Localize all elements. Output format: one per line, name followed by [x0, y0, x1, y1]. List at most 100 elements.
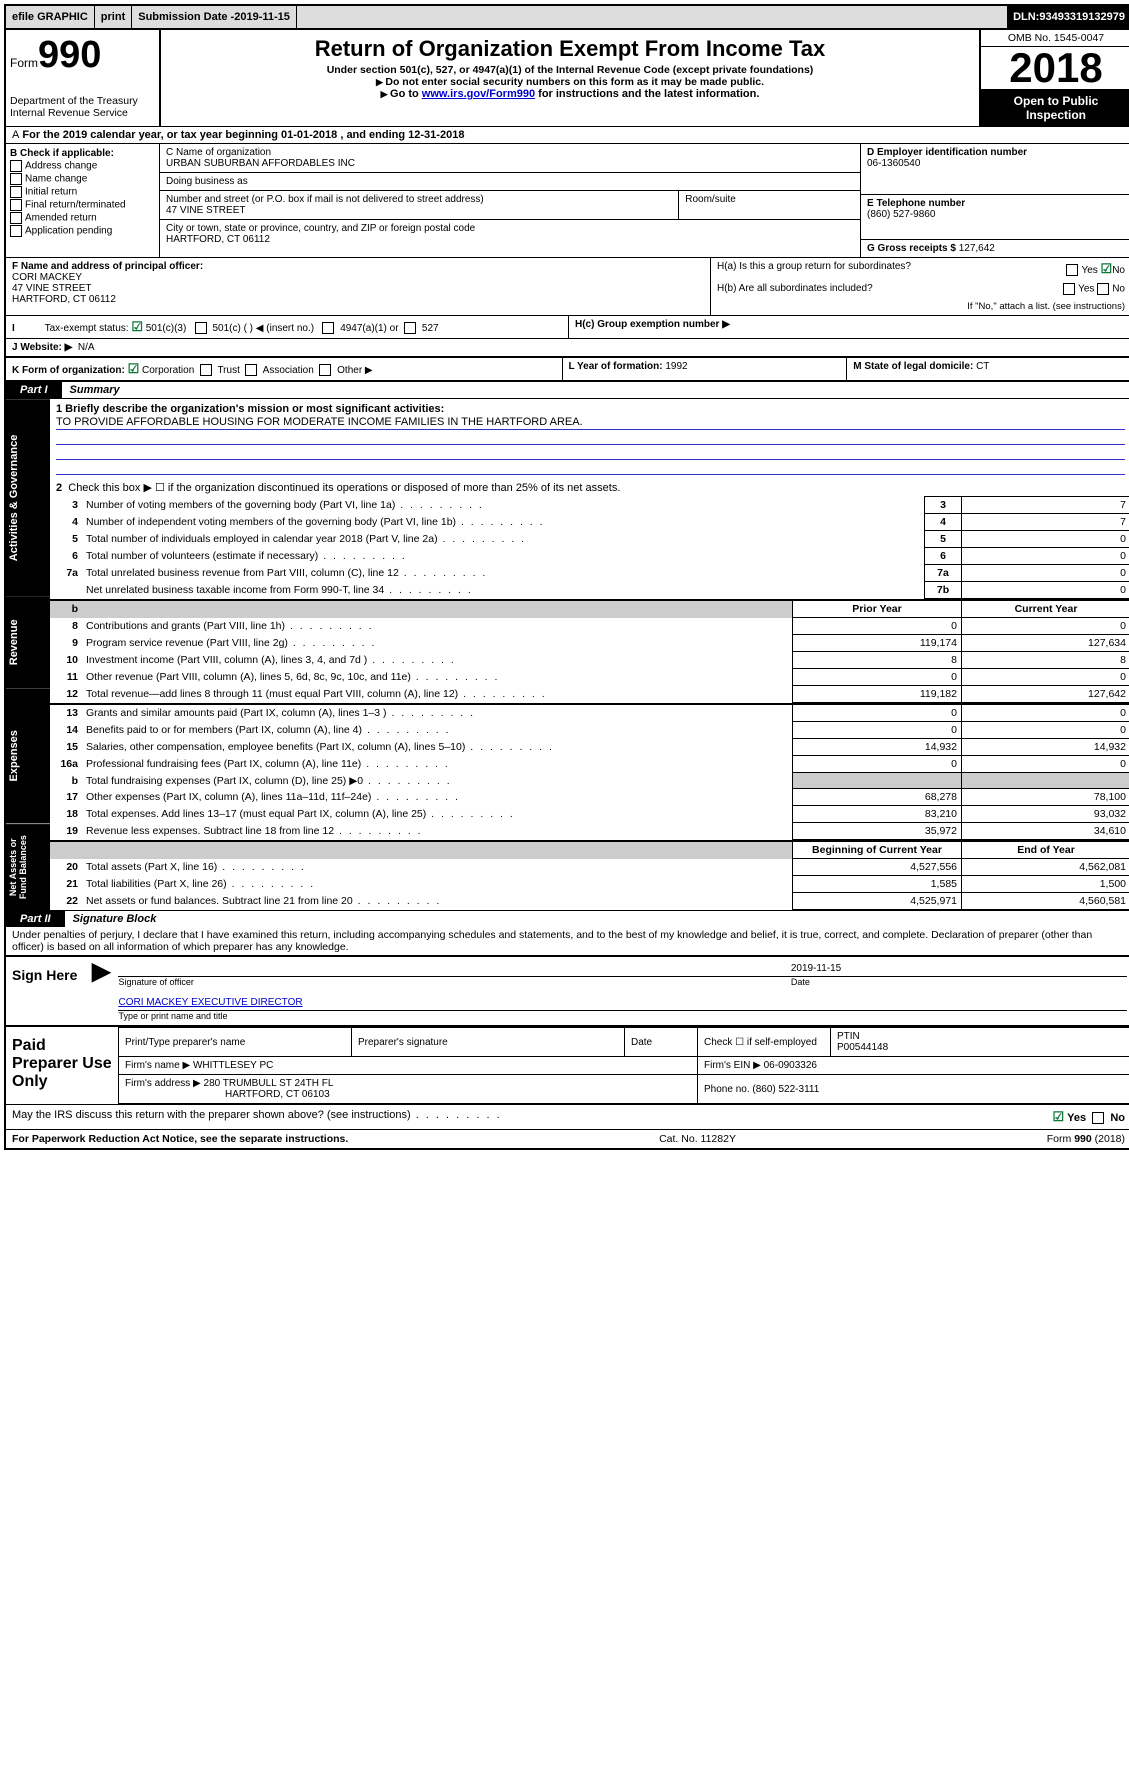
- i-row: I Tax-exempt status: ☑ 501(c)(3) 501(c) …: [6, 315, 1129, 338]
- line2: 2 Check this box ▶ ☐ if the organization…: [50, 479, 1129, 496]
- open-public: Open to Public Inspection: [981, 90, 1129, 126]
- mission-blank1: [56, 430, 1125, 445]
- sig-line2: CORI MACKEY EXECUTIVE DIRECTOR: [118, 995, 1127, 1011]
- room-label: Room/suite: [685, 194, 854, 205]
- table-row: 4Number of independent voting members of…: [50, 514, 1129, 531]
- officer-cell: F Name and address of principal officer:…: [6, 258, 711, 315]
- chk-pending[interactable]: Application pending: [10, 225, 155, 237]
- sig-caps1: Signature of officer Date: [118, 977, 1127, 987]
- sign-here-label: Sign Here: [6, 957, 88, 1025]
- officer-name: CORI MACKEY: [12, 272, 704, 283]
- header-right-box: OMB No. 1545-0047 2018 Open to Public In…: [981, 30, 1129, 126]
- preparer-table-wrap: Print/Type preparer's name Preparer's si…: [118, 1027, 1129, 1104]
- foot-right: Form 990 (2018): [1047, 1133, 1125, 1145]
- org-name-cell: C Name of organization URBAN SUBURBAN AF…: [160, 144, 860, 173]
- klm-row: K Form of organization: ☑ Corporation Tr…: [6, 357, 1129, 382]
- ein-label: D Employer identification number: [867, 147, 1125, 158]
- k-corp: Corporation: [142, 365, 194, 376]
- line2-text: Check this box ▶ ☐ if the organization d…: [68, 482, 620, 494]
- ha-label: H(a) Is this a group return for subordin…: [717, 261, 911, 277]
- firm-phone-cell: Phone no. (860) 522-3111: [698, 1075, 1129, 1104]
- website-label: J Website: ▶: [12, 342, 72, 353]
- prep-h3: Date: [625, 1028, 698, 1057]
- city-value: HARTFORD, CT 06112: [166, 234, 854, 245]
- chk-address[interactable]: Address change: [10, 160, 155, 172]
- k-trust: Trust: [217, 365, 239, 376]
- header-sub3: Go to www.irs.gov/Form990 for instructio…: [169, 88, 971, 100]
- firm-name: WHITTLESEY PC: [193, 1060, 273, 1071]
- ptin-value: P00544148: [837, 1042, 1124, 1053]
- checkboxes-b: B Check if applicable: Address change Na…: [6, 144, 160, 257]
- sign-arrow-icon: ▶: [88, 957, 114, 1025]
- sig-date-cap: Date: [791, 977, 1127, 987]
- mission-label: 1 Briefly describe the organization's mi…: [56, 403, 1125, 415]
- prep-row2: Firm's name ▶ WHITTLESEY PC Firm's EIN ▶…: [119, 1057, 1129, 1075]
- sig-line1: 2019-11-15: [118, 961, 1127, 977]
- submission-date-cell: Submission Date - 2019-11-15: [132, 6, 297, 28]
- hb-label: H(b) Are all subordinates included?: [717, 283, 873, 295]
- table-row: 19Revenue less expenses. Subtract line 1…: [50, 823, 1129, 840]
- phone-cell: E Telephone number (860) 527-9860: [861, 195, 1129, 240]
- form990-link[interactable]: www.irs.gov/Form990: [422, 88, 535, 100]
- part1-header: Part I Summary: [6, 382, 1129, 398]
- mission-blank2: [56, 445, 1125, 460]
- room-cell: Room/suite: [679, 191, 860, 220]
- table-row: 13Grants and similar amounts paid (Part …: [50, 704, 1129, 722]
- prep-h2: Preparer's signature: [352, 1028, 625, 1057]
- signer-name[interactable]: CORI MACKEY EXECUTIVE DIRECTOR: [118, 997, 302, 1008]
- l-value: 1992: [665, 361, 687, 372]
- form-number: 990: [38, 34, 101, 76]
- begin-hdr: Beginning of Current Year: [793, 841, 962, 859]
- vtab-column: Activities & Governance Revenue Expenses…: [6, 399, 50, 910]
- info-grid: B Check if applicable: Address change Na…: [6, 144, 1129, 257]
- table-row: 20Total assets (Part X, line 16)4,527,55…: [50, 859, 1129, 876]
- table-row: 16aProfessional fundraising fees (Part I…: [50, 756, 1129, 773]
- street-value: 47 VINE STREET: [166, 205, 672, 216]
- print-label: print: [101, 11, 125, 23]
- officer-label: F Name and address of principal officer:: [12, 261, 704, 272]
- phone-label: E Telephone number: [867, 198, 1125, 209]
- chk-initial[interactable]: Initial return: [10, 186, 155, 198]
- header-sub3b: for instructions and the latest informat…: [535, 88, 759, 100]
- print-button[interactable]: print: [95, 6, 132, 28]
- form-frame: Form990 Department of the Treasury Inter…: [4, 30, 1129, 1150]
- part1-title: Summary: [62, 384, 120, 396]
- street-label: Number and street (or P.O. box if mail i…: [166, 194, 672, 205]
- addr-label: Firm's address ▶: [125, 1078, 201, 1089]
- dba-cell: Doing business as: [160, 173, 860, 191]
- dln-value: 93493319132979: [1039, 11, 1125, 23]
- chk-amended[interactable]: Amended return: [10, 212, 155, 224]
- table-row: 10Investment income (Part VIII, column (…: [50, 652, 1129, 669]
- perjury-text: Under penalties of perjury, I declare th…: [6, 927, 1129, 955]
- table-row: 21Total liabilities (Part X, line 26)1,5…: [50, 876, 1129, 893]
- header-title-block: Return of Organization Exempt From Incom…: [161, 30, 981, 126]
- website-row: J Website: ▶ N/A: [6, 338, 1129, 357]
- vtab-governance: Activities & Governance: [6, 399, 50, 596]
- submission-label: Submission Date -: [138, 11, 234, 23]
- right-info: D Employer identification number 06-1360…: [860, 144, 1129, 257]
- efile-button[interactable]: efile GRAPHIC: [6, 6, 95, 28]
- discuss-yesno: ☑ Yes No: [1052, 1109, 1125, 1125]
- end-hdr: End of Year: [962, 841, 1129, 859]
- header-sub2: Do not enter social security numbers on …: [169, 76, 971, 88]
- table-row: 17Other expenses (Part IX, column (A), l…: [50, 789, 1129, 806]
- table-row: bTotal fundraising expenses (Part IX, co…: [50, 773, 1129, 789]
- hb-note: If "No," attach a list. (see instruction…: [711, 298, 1129, 315]
- gross-label: G Gross receipts $: [867, 243, 959, 254]
- prep-ptin-cell: PTINP00544148: [831, 1028, 1129, 1057]
- table-row: 6Total number of volunteers (estimate if…: [50, 548, 1129, 565]
- website-value: N/A: [78, 342, 95, 353]
- city-label: City or town, state or province, country…: [166, 223, 854, 234]
- foot-left: For Paperwork Reduction Act Notice, see …: [12, 1133, 348, 1145]
- k-assoc: Association: [263, 365, 314, 376]
- org-info: C Name of organization URBAN SUBURBAN AF…: [160, 144, 860, 257]
- chk-final[interactable]: Final return/terminated: [10, 199, 155, 211]
- hc-label: H(c) Group exemption number ▶: [575, 319, 730, 330]
- chk-name[interactable]: Name change: [10, 173, 155, 185]
- part1-tab: Part I: [6, 382, 62, 398]
- firm-addr-cell: Firm's address ▶ 280 TRUMBULL ST 24TH FL…: [119, 1075, 698, 1104]
- form-header: Form990 Department of the Treasury Inter…: [6, 30, 1129, 126]
- dln-cell: DLN: 93493319132979: [1007, 6, 1129, 28]
- m-value: CT: [976, 361, 989, 372]
- sign-fields: 2019-11-15 Signature of officer Date COR…: [114, 957, 1129, 1025]
